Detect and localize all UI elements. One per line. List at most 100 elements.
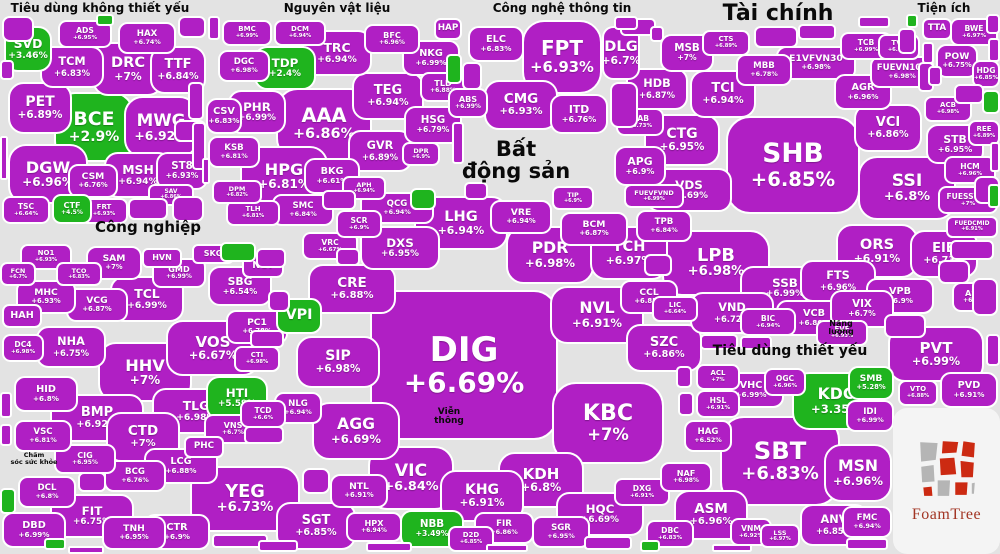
cell-HAG[interactable]: HAG +6.52% (684, 420, 732, 452)
cell-APH[interactable]: APH +6.94% (342, 176, 386, 200)
cell-filler[interactable] (740, 336, 772, 350)
cell-MBB[interactable]: MBB +6.78% (736, 54, 792, 86)
cell-NAF[interactable]: NAF +6.98% (660, 462, 712, 492)
cell-SHB[interactable]: SHB +6.85% (726, 116, 860, 214)
cell-DPM[interactable]: DPM +6.82% (212, 180, 262, 204)
cell-filler[interactable] (366, 542, 412, 552)
cell-TTA[interactable]: TTA (922, 18, 952, 40)
cell-FMC[interactable]: FMC +6.94% (842, 506, 892, 538)
cell-KBC[interactable]: KBC +7% (552, 382, 664, 464)
cell-filler[interactable] (0, 488, 16, 514)
sector-label-10[interactable]: Chăm sóc sức khỏe (10, 451, 58, 466)
cell-filler[interactable] (208, 16, 220, 40)
cell-filler[interactable] (922, 42, 934, 64)
cell-TSC[interactable]: TSC +6.64% (2, 196, 50, 224)
cell-LIC[interactable]: LIC +6.64% (652, 296, 698, 322)
cell-filler[interactable] (884, 314, 926, 338)
cell-filler[interactable] (0, 136, 8, 180)
cell-NTL[interactable]: NTL +6.91% (330, 474, 388, 508)
cell-filler[interactable] (846, 538, 888, 550)
cell-CTS[interactable]: CTS +6.89% (702, 30, 750, 56)
cell-filler[interactable] (0, 392, 12, 418)
cell-HAX[interactable]: HAX +6.74% (118, 22, 176, 54)
cell-ABS[interactable]: ABS +6.99% (448, 88, 488, 118)
cell-filler[interactable] (858, 16, 890, 28)
cell-filler[interactable] (754, 26, 798, 48)
cell-filler[interactable] (700, 334, 738, 350)
cell-HSL[interactable]: HSL +6.91% (696, 390, 740, 418)
cell-HVN[interactable]: HVN (142, 248, 182, 268)
cell-SGR[interactable]: SGR +6.95% (532, 516, 590, 548)
cell-filler[interactable] (986, 334, 1000, 366)
cell-filler[interactable] (898, 28, 916, 54)
sector-label-1[interactable]: Nguyên vật liệu (283, 1, 391, 15)
cell-OGC[interactable]: OGC +6.96% (764, 368, 806, 396)
cell-filler[interactable] (678, 392, 694, 416)
cell-filler[interactable] (128, 198, 168, 220)
cell-filler[interactable] (336, 248, 360, 266)
cell-filler[interactable] (2, 16, 34, 42)
cell-filler[interactable] (928, 66, 942, 86)
cell-filler[interactable] (584, 536, 632, 550)
sector-label-2[interactable]: Công nghệ thông tin (492, 1, 632, 15)
cell-filler[interactable] (954, 84, 984, 104)
cell-filler[interactable] (0, 60, 14, 80)
cell-MSN[interactable]: MSN +6.96% (824, 444, 892, 502)
cell-HPX[interactable]: HPX +6.94% (346, 512, 402, 542)
cell-filler[interactable] (446, 54, 462, 84)
cell-SMB[interactable]: SMB +5.28% (848, 366, 894, 400)
cell-filler[interactable] (410, 188, 436, 210)
cell-TCD[interactable]: TCD +6.6% (240, 400, 286, 428)
cell-TTF[interactable]: TTF +6.84% (150, 46, 206, 94)
cell-APG[interactable]: APG +6.9% (614, 146, 666, 186)
sector-label-0[interactable]: Tiêu dùng không thiết yếu (10, 1, 190, 15)
cell-filler[interactable] (178, 16, 206, 38)
cell-HID[interactable]: HID +6.8% (14, 376, 78, 412)
cell-filler[interactable] (268, 290, 290, 312)
cell-filler[interactable] (950, 240, 994, 260)
cell-VCG[interactable]: VCG +6.87% (66, 288, 128, 322)
cell-filler[interactable] (640, 540, 660, 552)
cell-HDG[interactable]: HDG +6.85% (972, 60, 1000, 88)
cell-DIG[interactable]: DIG +6.69% (370, 290, 558, 440)
cell-BFC[interactable]: BFC +6.96% (364, 24, 420, 54)
cell-CTF[interactable]: CTF +4.5% (52, 194, 92, 224)
cell-filler[interactable] (464, 182, 488, 200)
cell-filler[interactable] (188, 82, 204, 120)
cell-DLG[interactable]: DLG +6.7% (602, 26, 640, 80)
cell-filler[interactable] (614, 16, 638, 30)
cell-filler[interactable] (712, 544, 752, 552)
cell-DCL[interactable]: DCL +6.8% (18, 476, 76, 508)
cell-HAP[interactable]: HAP (434, 18, 462, 40)
cell-CSV[interactable]: CSV +6.83% (206, 98, 242, 134)
sector-label-5[interactable]: Công nghiệp (94, 218, 202, 236)
cell-filler[interactable] (486, 544, 528, 552)
cell-FUEVFVND[interactable]: FUEVFVND +6.99% (624, 184, 684, 208)
cell-DC4[interactable]: DC4 +6.98% (2, 334, 44, 362)
cell-FCN[interactable]: FCN +6.7% (0, 262, 36, 286)
cell-BCM[interactable]: BCM +6.87% (560, 212, 628, 246)
cell-VSC[interactable]: VSC +6.81% (14, 420, 72, 452)
sector-label-9[interactable]: Năng lượng (828, 319, 854, 337)
cell-filler[interactable] (220, 242, 256, 262)
cell-filler[interactable] (96, 14, 114, 26)
cell-filler[interactable] (322, 190, 356, 210)
cell-filler[interactable] (906, 14, 918, 28)
cell-filler[interactable] (938, 260, 970, 284)
cell-CSM[interactable]: CSM +6.76% (68, 164, 118, 198)
cell-filler[interactable] (990, 142, 1000, 172)
cell-PET[interactable]: PET +6.89% (8, 82, 72, 134)
cell-DPR[interactable]: DPR +6.9% (402, 142, 440, 166)
cell-DCM[interactable]: DCM +6.94% (274, 20, 326, 46)
foamtree-logo[interactable]: FoamTree (893, 408, 1000, 554)
cell-KSB[interactable]: KSB +6.81% (208, 136, 260, 168)
cell-TCO[interactable]: TCO +6.83% (56, 262, 102, 286)
cell-filler[interactable] (644, 254, 672, 276)
cell-SIP[interactable]: SIP +6.98% (296, 336, 380, 388)
cell-DGC[interactable]: DGC +6.98% (218, 50, 270, 82)
cell-LSS[interactable]: LSS +6.97% (760, 524, 800, 548)
cell-ELC[interactable]: ELC +6.83% (468, 26, 524, 62)
cell-CRE[interactable]: CRE +6.88% (308, 264, 396, 314)
cell-filler[interactable] (676, 366, 692, 388)
cell-TPB[interactable]: TPB +6.84% (636, 210, 692, 242)
